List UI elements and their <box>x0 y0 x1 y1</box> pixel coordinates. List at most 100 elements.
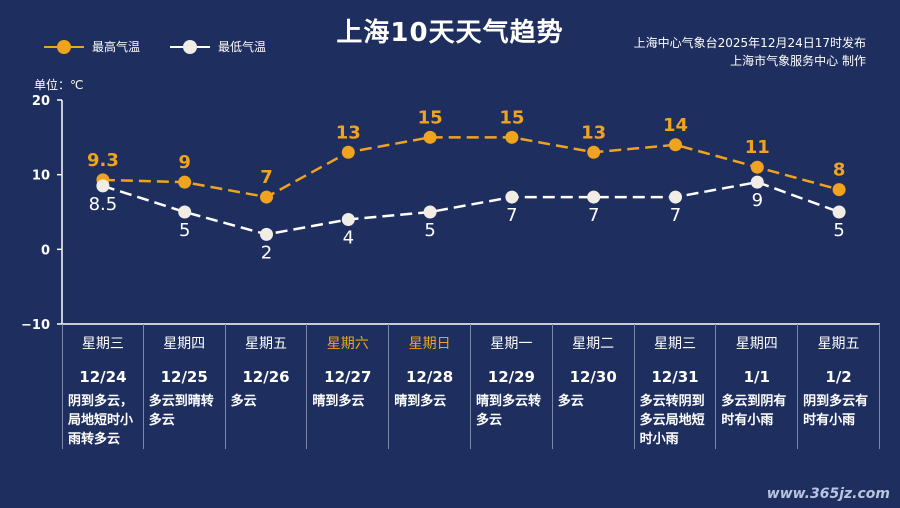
data-label-low: 5 <box>833 220 844 241</box>
weekday-label: 星期六 <box>326 336 369 352</box>
data-label-low: 4 <box>343 227 354 248</box>
unit-label: 单位：℃ <box>34 78 84 92</box>
date-label: 12/31 <box>651 368 699 386</box>
point-low <box>260 227 273 241</box>
weather-description: 阴到多云，局地短时小雨转多云 <box>68 394 134 447</box>
legend-high-marker-icon <box>44 39 84 54</box>
date-label: 1/1 <box>743 368 770 386</box>
day-column: 星期四 12/25 多云到晴转多云 <box>144 324 226 449</box>
data-label-high: 13 <box>336 122 361 143</box>
weather-description: 多云转阴到多云局地短时小雨 <box>639 394 705 447</box>
forecast-table: 星期三 12/24 阴到多云，局地短时小雨转多云 星期四 12/25 多云到晴转多云 星期五… <box>62 324 880 449</box>
point-low <box>178 205 192 219</box>
date-label: 12/28 <box>405 368 454 386</box>
date-label: 12/29 <box>487 368 535 386</box>
point-low <box>341 212 355 226</box>
day-column: 星期三 12/31 多云转阴到多云局地短时小雨 <box>635 324 717 449</box>
data-label-high: 7 <box>260 167 273 188</box>
point-low <box>587 190 601 204</box>
weekday-label: 星期二 <box>572 336 615 352</box>
weekday-label: 星期三 <box>81 336 124 352</box>
legend: 最高气温 最低气温 <box>44 38 266 55</box>
data-label-high: 13 <box>581 122 606 143</box>
source-issuer: 上海中心气象台2025年12月24日17时发布 <box>633 36 866 50</box>
data-label-high: 9 <box>178 152 191 173</box>
series-high-line <box>102 136 840 199</box>
data-label-low: 7 <box>670 205 681 226</box>
weather-description: 多云到晴转多云 <box>148 394 214 428</box>
y-tick-label: 0 <box>41 243 50 258</box>
data-label-low: 2 <box>261 242 272 263</box>
data-label-low: 8.5 <box>89 194 118 215</box>
day-column: 星期六 12/27 晴到多云 <box>307 324 390 449</box>
point-low <box>669 190 682 204</box>
legend-low-label: 最低气温 <box>218 40 267 54</box>
point-high <box>423 130 437 144</box>
data-label-high: 15 <box>499 107 524 128</box>
source-info: 上海中心气象台2025年12月24日17时发布 上海市气象服务中心 制作 <box>634 34 866 70</box>
point-high <box>750 160 764 174</box>
point-low <box>423 205 437 219</box>
y-tick-label: −10 <box>21 318 50 333</box>
point-high <box>587 145 601 159</box>
y-tick-label: 10 <box>32 169 50 184</box>
weather-description: 晴到多云转多云 <box>475 394 541 428</box>
legend-high-label: 最高气温 <box>92 40 141 54</box>
point-high <box>505 130 519 144</box>
point-low <box>96 179 110 193</box>
day-column: 星期五 12/26 多云 <box>226 324 308 449</box>
date-label: 12/27 <box>324 368 372 386</box>
watermark: www.365jz.com <box>766 486 890 502</box>
date-label: 12/24 <box>79 368 127 386</box>
weekday-label: 星期四 <box>163 336 206 352</box>
point-high <box>669 138 682 152</box>
data-label-low: 7 <box>506 205 517 226</box>
weather-description: 阴到多云有时有小雨 <box>803 394 869 428</box>
weather-description: 多云 <box>230 394 257 409</box>
day-column: 星期四 1/1 多云到阴有时有小雨 <box>716 324 799 449</box>
point-high <box>341 145 355 159</box>
day-column: 星期一 12/29 晴到多云转多云 <box>471 324 553 449</box>
weather-description: 晴到多云 <box>312 394 365 409</box>
weekday-label: 星期四 <box>735 336 778 352</box>
point-high <box>178 175 192 189</box>
point-low <box>505 190 519 204</box>
day-column: 星期日 12/28 晴到多云 <box>389 324 471 449</box>
chart-title: 上海10天天气趋势 <box>336 18 564 48</box>
data-label-high: 14 <box>663 115 688 136</box>
point-high <box>832 183 846 197</box>
data-label-high: 15 <box>418 107 443 128</box>
data-label-low: 5 <box>424 220 435 241</box>
date-label: 12/25 <box>160 368 208 386</box>
data-label-high: 8 <box>833 160 846 181</box>
point-high <box>260 190 273 204</box>
series-low-line <box>102 180 840 236</box>
date-label: 12/30 <box>569 368 617 386</box>
weekday-label: 星期五 <box>817 336 860 352</box>
day-column: 星期五 1/2 阴到多云有时有小雨 <box>798 324 880 449</box>
data-label-low: 5 <box>179 220 190 241</box>
weather-description: 晴到多云 <box>394 394 447 409</box>
point-low <box>832 205 846 219</box>
weekday-label: 星期日 <box>408 336 451 352</box>
weather-description: 多云 <box>557 394 584 409</box>
weekday-label: 星期一 <box>490 336 533 352</box>
weekday-label: 星期三 <box>653 336 696 352</box>
day-column: 星期二 12/30 多云 <box>553 324 635 449</box>
date-label: 1/2 <box>825 368 852 386</box>
y-tick-label: 20 <box>32 94 50 109</box>
data-label-low: 9 <box>752 190 763 211</box>
legend-item-high: 最高气温 <box>44 38 140 55</box>
legend-item-low: 最低气温 <box>170 38 266 55</box>
data-label-low: 7 <box>588 205 599 226</box>
point-low <box>750 175 764 189</box>
data-label-high: 9.3 <box>87 150 119 171</box>
day-column: 星期三 12/24 阴到多云，局地短时小雨转多云 <box>62 324 144 449</box>
weather-description: 多云到阴有时有小雨 <box>721 394 787 428</box>
data-label-high: 11 <box>745 137 770 158</box>
date-label: 12/26 <box>242 368 290 386</box>
legend-low-marker-icon <box>170 39 211 54</box>
source-producer: 上海市气象服务中心 制作 <box>730 54 866 68</box>
weekday-label: 星期五 <box>244 336 287 352</box>
